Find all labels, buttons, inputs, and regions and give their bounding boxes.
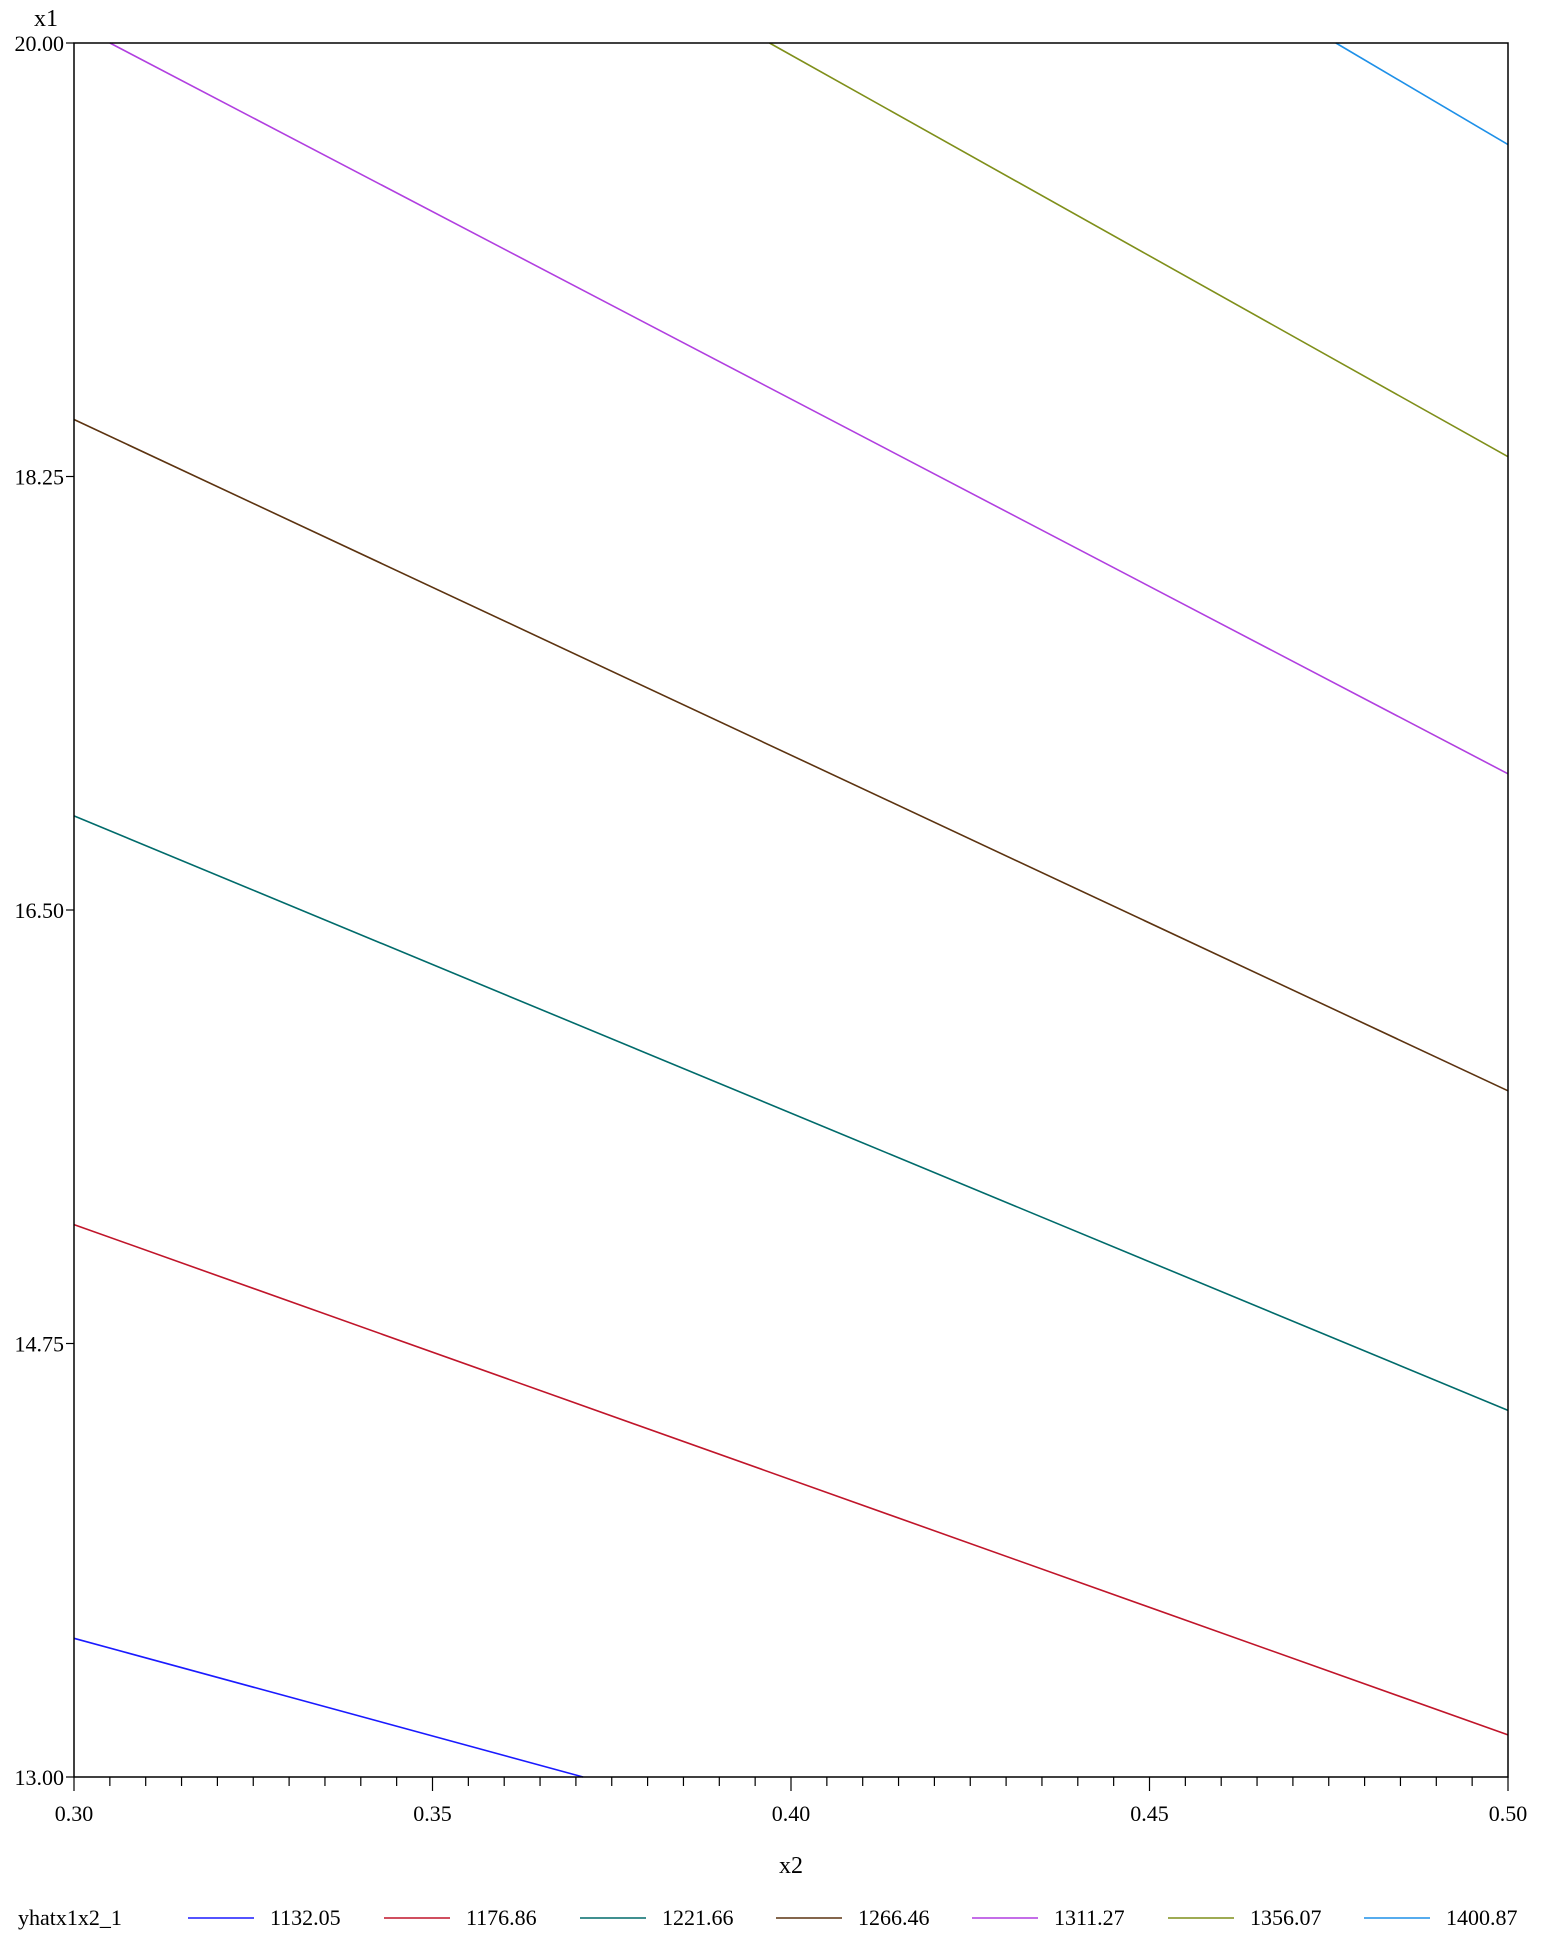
y-tick-label: 20.00 bbox=[15, 31, 65, 56]
legend-label-1266.46: 1266.46 bbox=[858, 1905, 930, 1930]
legend: yhatx1x2_1 1132.05 1176.86 1221.66 1266.46 1… bbox=[18, 1905, 1518, 1930]
x-tick-label: 0.45 bbox=[1130, 1801, 1169, 1826]
contour-line-1221.66 bbox=[73, 815, 1509, 1412]
contour-line-1356.07 bbox=[769, 42, 1509, 458]
y-tick-label: 18.25 bbox=[15, 465, 65, 490]
legend-label-1132.05: 1132.05 bbox=[270, 1905, 341, 1930]
legend-label-1356.07: 1356.07 bbox=[1250, 1905, 1322, 1930]
plot-area-frame bbox=[73, 42, 1509, 1778]
x-tick-label: 0.35 bbox=[413, 1801, 452, 1826]
legend-label-1311.27: 1311.27 bbox=[1054, 1905, 1125, 1930]
x-axis-title: x2 bbox=[779, 1853, 803, 1879]
series-layer bbox=[73, 42, 1509, 1778]
y-tick-label: 14.75 bbox=[15, 1332, 65, 1357]
y-axis-title: x1 bbox=[34, 6, 58, 32]
contour-line-1176.86 bbox=[73, 1223, 1509, 1736]
y-axis: 13.00 14.75 16.50 18.25 20.00 bbox=[15, 31, 74, 1790]
legend-label-1176.86: 1176.86 bbox=[466, 1905, 537, 1930]
legend-label-1221.66: 1221.66 bbox=[662, 1905, 734, 1930]
contour-line-1266.46 bbox=[73, 418, 1509, 1092]
contour-line-1311.27 bbox=[109, 42, 1509, 775]
x-tick-label: 0.50 bbox=[1489, 1801, 1528, 1826]
contour-line-1400.87 bbox=[1335, 42, 1509, 146]
x-axis: 0.30 0.35 0.40 0.45 0.50 bbox=[55, 1777, 1528, 1826]
y-tick-label: 13.00 bbox=[15, 1765, 65, 1790]
legend-title: yhatx1x2_1 bbox=[18, 1905, 122, 1930]
contour-line-1132.05 bbox=[73, 1637, 584, 1778]
x-tick-label: 0.30 bbox=[55, 1801, 94, 1826]
x-tick-label: 0.40 bbox=[772, 1801, 811, 1826]
y-tick-label: 16.50 bbox=[15, 898, 65, 923]
legend-label-1400.87: 1400.87 bbox=[1446, 1905, 1518, 1930]
